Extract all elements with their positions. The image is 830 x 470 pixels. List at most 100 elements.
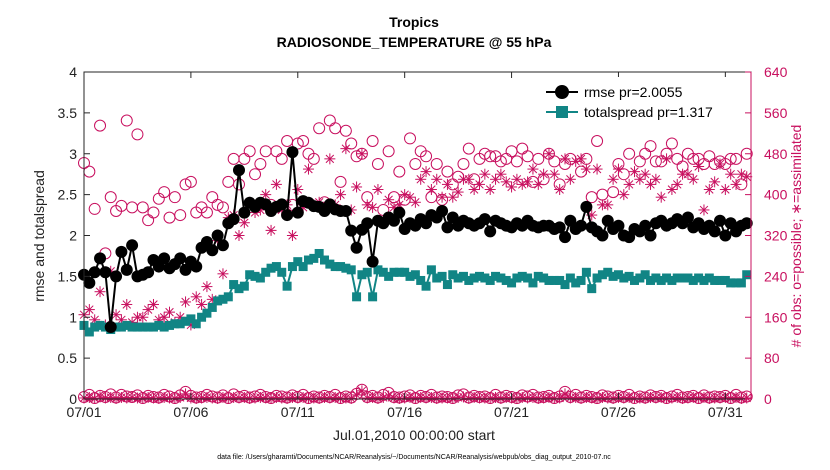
assimilated-point-80 [506,181,518,193]
assimilated-lower-point-6 [110,392,122,404]
assimilated-lower-point-7 [115,391,127,403]
totalspread-point-31 [245,270,255,280]
assimilated-lower-point-83 [522,392,534,404]
assimilated-point-78 [495,168,507,180]
legend-rmse-label: rmse pr=2.0055 [584,84,683,100]
possible-point-78 [494,155,507,168]
possible-point-44 [313,122,326,135]
totalspread-point-39 [287,262,297,272]
totalspread-point-83 [523,273,533,283]
totalspread-point-108 [656,275,666,285]
totalspread-point-49 [341,263,351,273]
assimilated-lower-point-12 [142,391,154,403]
rmse-point-1 [83,276,96,289]
assimilated-point-103 [628,166,640,178]
possible-point-54 [366,134,379,147]
totalspread-point-117 [704,273,714,283]
totalspread-point-37 [277,267,287,277]
assimilated-point-122 [730,178,742,190]
totalspread-point-89 [555,275,565,285]
totalspread-point-82 [517,271,527,281]
assimilated-lower-point-117 [703,392,715,404]
totalspread-point-66 [432,273,442,283]
assimilated-lower-point-104 [634,392,646,404]
totalspread-point-77 [491,271,501,281]
rmse-point-120 [719,229,732,242]
rmse-point-30 [238,206,251,219]
possible-point-49 [339,124,352,137]
totalspread-point-90 [560,280,570,290]
totalspread-point-2 [90,322,100,332]
possible-point-13 [147,206,160,219]
possible-point-2 [88,202,101,215]
possible-point-76 [484,150,497,163]
y2-axis-label: # of obs: o=possible; ∗=assimilated [788,125,804,348]
assimilated-lower-point-23 [201,391,213,403]
possible-point-20 [184,175,197,188]
totalspread-point-75 [480,273,490,283]
assimilated-lower-point-22 [196,392,208,404]
rmse-point-3 [94,252,107,265]
assimilated-lower-point-21 [190,392,202,404]
totalspread-point-121 [726,278,736,288]
assimilated-point-67 [436,191,448,203]
possible-point-18 [174,209,187,222]
totalspread-point-67 [437,271,447,281]
assimilated-point-42 [302,163,314,175]
assimilated-point-109 [661,153,673,165]
totalspread-point-45 [320,255,330,265]
possible-point-8 [120,114,133,127]
assimilated-point-124 [741,171,753,183]
totalspread-point-69 [448,270,458,280]
assimilated-lower-point-9 [126,391,138,403]
x-tick-label: 07/26 [601,404,636,420]
assimilated-lower-point-2 [89,392,101,404]
assimilated-point-114 [687,173,699,185]
y-tick-label: 0 [69,391,77,407]
totalspread-point-1 [84,327,94,337]
assimilated-lower-point-87 [543,391,555,403]
possible-point-32 [249,168,262,181]
assimilated-point-81 [511,173,523,185]
assimilated-lower-point-113 [682,392,694,404]
totalspread-point-11 [138,322,148,332]
y-tick-label: 3.5 [58,105,78,121]
assimilated-lower-point-75 [479,392,491,404]
totalspread-point-20 [186,314,196,324]
rmse-point-97 [596,229,609,242]
possible-point-85 [532,152,545,165]
assimilated-point-70 [452,186,464,198]
totalspread-point-76 [485,275,495,285]
assimilated-point-121 [725,168,737,180]
assimilated-lower-point-88 [548,392,560,404]
possible-point-114 [687,152,700,165]
totalspread-point-63 [416,275,426,285]
rmse-point-39 [286,146,299,159]
x-tick-label: 07/11 [281,404,315,420]
totalspread-point-34 [261,267,271,277]
assimilated-point-108 [655,191,667,203]
legend: rmse pr=2.0055 totalspread pr=1.317 [538,77,744,127]
assimilated-lower-point-110 [666,392,678,404]
rmse-point-4 [99,266,112,279]
rmse-point-51 [350,241,363,254]
totalspread-point-10 [132,322,142,332]
assimilated-point-51 [351,181,363,193]
totalspread-point-26 [218,294,228,304]
rmse-point-25 [211,229,224,242]
rmse-point-9 [126,239,139,252]
assimilated-point-8 [121,298,133,310]
totalspread-point-14 [154,320,164,330]
legend-totalspread-label: totalspread pr=1.317 [584,104,713,120]
totalspread-point-68 [442,280,452,290]
possible-point-40 [291,137,304,150]
possible-point-3 [94,119,107,132]
assimilated-point-16 [164,306,176,318]
assimilated-lower-point-91 [564,392,576,404]
rmse-point-94 [580,200,593,213]
totalspread-point-60 [400,267,410,277]
assimilated-lower-point-86 [538,392,550,404]
possible-point-59 [393,165,406,178]
assimilated-lower-point-33 [254,391,266,403]
assimilated-lower-point-41 [297,391,309,403]
